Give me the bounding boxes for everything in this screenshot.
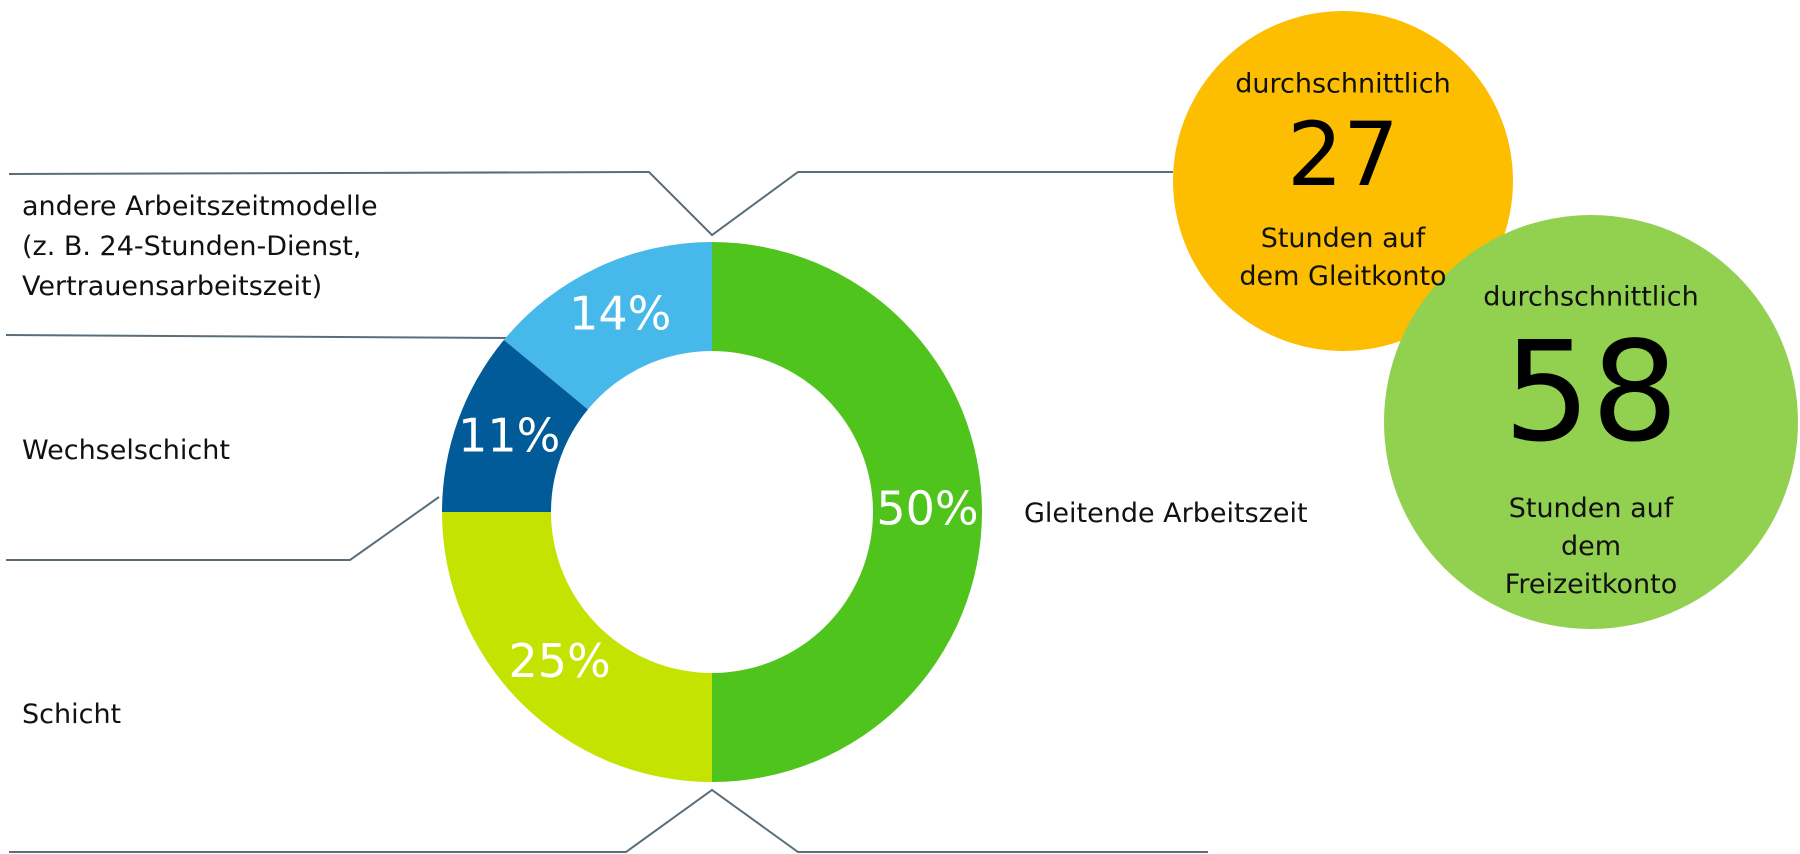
donut-slice: [712, 242, 982, 782]
callout-value: 27: [1287, 103, 1399, 206]
donut-slice: [442, 512, 712, 782]
value-label: 25%: [508, 634, 610, 688]
value-label: 50%: [876, 482, 978, 536]
leader-line: [9, 788, 1208, 853]
leader-line: [6, 496, 440, 561]
callout-value: 58: [1503, 312, 1679, 473]
callout-bottom: Stunden auf dem Gleitkonto: [1239, 223, 1447, 292]
callout-bottom: Stunden auf dem Freizeitkonto: [1504, 493, 1678, 600]
category-label: Gleitende Arbeitszeit: [1024, 498, 1308, 529]
callout-top: durchschnittlich: [1235, 69, 1451, 100]
donut-slice: [442, 339, 588, 512]
donut-slice: [503, 241, 712, 410]
leader-line: [8, 170, 1173, 237]
callout-top: durchschnittlich: [1483, 282, 1699, 313]
leader-lines: [5, 170, 1208, 853]
category-label: Wechselschicht: [22, 435, 230, 466]
category-label: Schicht: [22, 699, 122, 730]
callout-circle: [1384, 215, 1798, 629]
leader-line: [5, 334, 510, 339]
value-label: 14%: [569, 287, 671, 341]
category-label: andere Arbeitszeitmodelle (z. B. 24-Stun…: [22, 191, 378, 302]
callout-circle: [1173, 11, 1513, 351]
value-label: 11%: [458, 409, 560, 463]
